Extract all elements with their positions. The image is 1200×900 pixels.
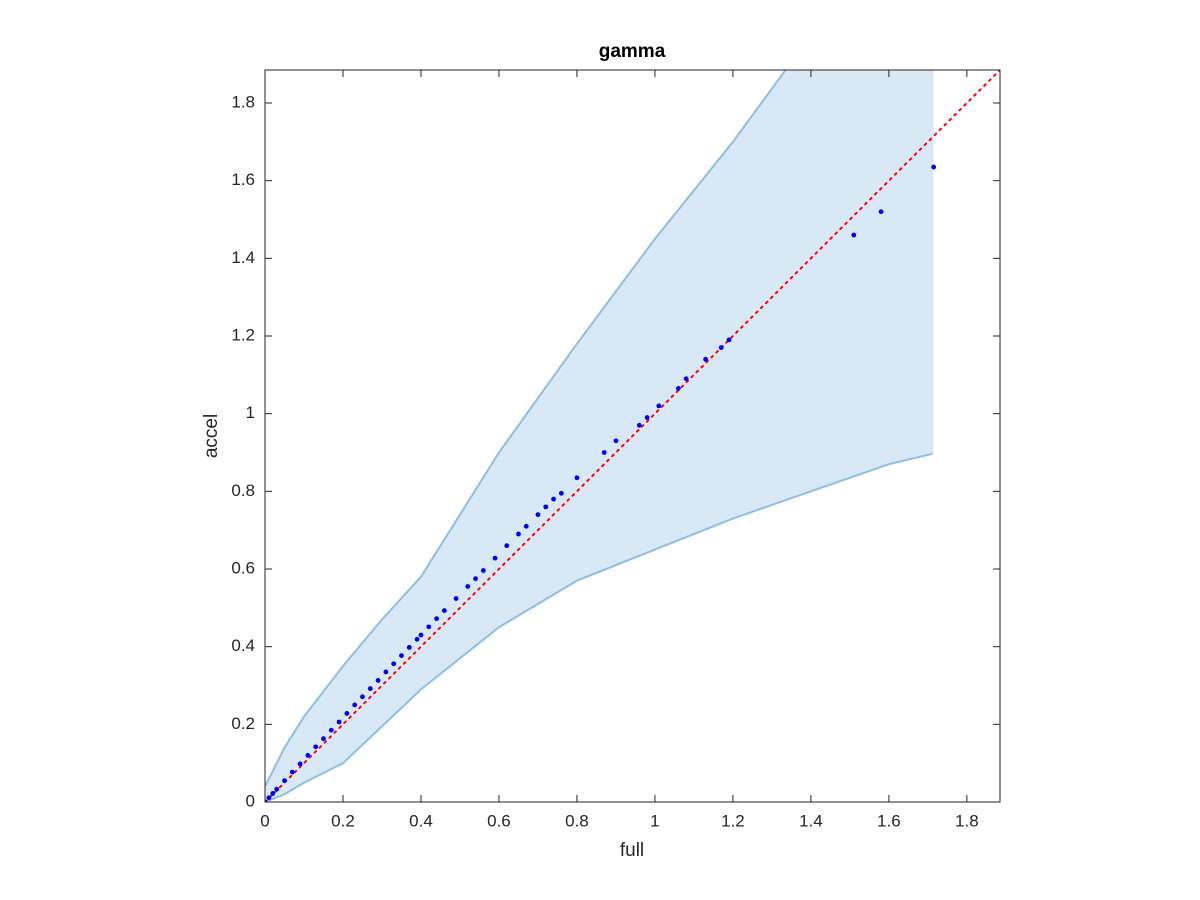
plot-area [265,70,1000,802]
x-tick-label: 1.6 [877,811,901,830]
data-point [418,632,424,638]
data-point [375,678,381,683]
y-tick-label: 0.6 [231,558,255,577]
data-point [703,356,709,362]
band-upper-edge [265,70,787,787]
data-point [551,496,556,502]
y-tick-label: 1 [246,403,255,422]
data-point [270,791,276,796]
axes-box [264,69,1001,803]
data-point [504,543,510,549]
x-tick-label: 0.6 [487,811,511,830]
chart-title: gamma [599,41,666,62]
data-point [601,450,607,455]
x-tick-label: 0.2 [331,811,355,830]
x-tick-label: 0.8 [565,811,589,830]
data-point [574,475,580,481]
data-point [558,490,564,496]
data-point [878,209,884,215]
x-tick-label: 0.4 [409,811,433,830]
data-point [313,744,319,750]
data-point [265,799,268,802]
data-point [465,584,471,589]
data-point [718,345,724,351]
data-point [383,669,389,675]
data-point [336,719,342,725]
y-tick-label: 1.4 [231,248,255,267]
identity-line [265,70,1000,802]
data-point [399,653,404,658]
x-tick-label: 1.2 [721,811,745,830]
data-point [636,422,642,428]
data-point [453,596,459,601]
data-point [266,795,272,801]
data-point [675,386,681,391]
data-point [321,736,326,742]
data-point [656,403,662,409]
data-point [434,616,439,622]
y-tick-label: 0.2 [231,714,255,733]
y-tick-label: 1.2 [231,325,255,344]
y-axis-label: accel [201,414,222,458]
x-tick-label: 1 [650,811,659,830]
data-point [406,645,412,650]
y-tick-label: 0.4 [231,636,255,655]
x-axis-label: full [620,840,644,861]
x-tick-label: 0 [260,811,269,830]
y-tick-label: 0 [246,791,255,810]
data-point [473,576,478,582]
data-point [543,504,549,510]
band-fill [265,70,933,802]
y-tick-label: 1.6 [231,170,255,189]
data-point [441,608,447,613]
data-point [516,531,521,537]
data-point [289,769,295,775]
data-point [851,232,857,238]
data-point [492,555,498,561]
data-point [282,778,287,784]
data-point [344,711,350,716]
data-point [414,636,420,642]
band-lower-edge [265,452,934,802]
data-point [274,786,280,792]
data-point [305,753,311,758]
data-point [613,438,619,444]
y-tick-label: 0.8 [231,481,255,500]
data-point [523,523,529,529]
data-point [352,702,358,708]
data-point [726,337,732,343]
x-tick-label: 1.8 [955,811,979,830]
data-point [931,164,937,170]
data-point [644,415,650,420]
data-point [367,686,373,692]
y-tick-label: 1.8 [231,92,255,111]
data-point [535,512,541,518]
data-point [426,624,432,630]
x-tick-label: 1.4 [799,811,823,830]
data-point [480,568,486,573]
data-point [297,761,303,767]
data-point [328,727,334,733]
data-point [391,661,397,667]
data-point [683,376,689,382]
data-point [360,694,365,700]
